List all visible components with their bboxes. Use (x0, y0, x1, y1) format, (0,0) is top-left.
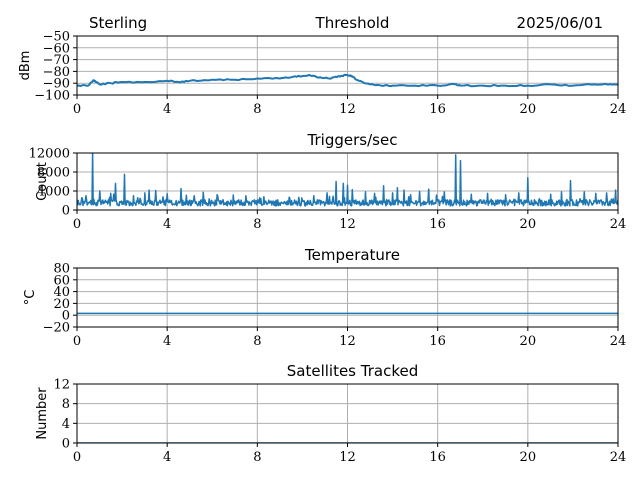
x-tick-label: 12 (339, 334, 356, 349)
x-tick-label: 4 (163, 450, 171, 465)
y-tick-label: 12000 (29, 147, 70, 162)
date-label: 2025/06/01 (517, 14, 603, 32)
y-tick-label: −50 (43, 30, 70, 45)
y-tick-label: 8000 (37, 166, 70, 181)
y-axis-label: °C (23, 290, 38, 306)
y-tick-label: 40 (53, 285, 70, 300)
series-line (77, 73, 618, 88)
y-tick-label: −100 (34, 89, 70, 104)
y-tick-label: 0 (62, 204, 70, 219)
chart-panel-0: 0 4 8 12 16 20 24 −100−90−80−70−60−50 Threshold d… (18, 14, 626, 117)
chart-title: Temperature (304, 246, 400, 264)
chart-title: Threshold (315, 14, 390, 32)
y-tick-label: 4000 (37, 185, 70, 200)
y-tick-label: −60 (43, 41, 70, 56)
y-tick-label: 12 (53, 378, 70, 393)
x-tick-label: 0 (73, 217, 81, 232)
x-tick-label: 8 (253, 217, 261, 232)
y-axis-label: Count (35, 162, 50, 201)
x-tick-label: 12 (339, 102, 356, 117)
series-line (77, 153, 618, 207)
y-tick-label: 8 (62, 397, 70, 412)
x-tick-label: 0 (73, 102, 81, 117)
x-tick-label: 24 (610, 102, 627, 117)
x-tick-label: 4 (163, 102, 171, 117)
x-tick-label: 16 (429, 217, 446, 232)
x-tick-label: 4 (163, 217, 171, 232)
chart-panel-3: 0 4 8 12 16 20 24 0 4 8 12 Satellites Tracked Number (35, 362, 626, 465)
x-tick-label: 8 (253, 450, 261, 465)
x-tick-label: 16 (429, 334, 446, 349)
x-tick-label: 24 (610, 334, 627, 349)
x-tick-label: 24 (610, 217, 627, 232)
x-tick-label: 8 (253, 334, 261, 349)
y-tick-label: 80 (53, 262, 70, 277)
x-tick-label: 20 (520, 102, 537, 117)
y-axis-label: Number (35, 387, 50, 440)
station-name: Sterling (89, 14, 147, 32)
y-tick-label: 60 (53, 273, 70, 288)
y-axis-label: dBm (18, 51, 33, 81)
x-tick-label: 12 (339, 217, 356, 232)
x-tick-label: 20 (520, 334, 537, 349)
y-tick-label: 0 (62, 309, 70, 324)
x-tick-label: 16 (429, 450, 446, 465)
x-tick-label: 20 (520, 450, 537, 465)
chart-panel-1: 0 4 8 12 16 20 24 0 4000 8000 12000 Triggers/sec Cou… (29, 131, 627, 232)
x-tick-label: 0 (73, 450, 81, 465)
y-tick-label: −90 (43, 77, 70, 92)
x-tick-label: 12 (339, 450, 356, 465)
x-tick-label: 24 (610, 450, 627, 465)
x-tick-label: 20 (520, 217, 537, 232)
y-tick-label: 0 (62, 437, 70, 452)
y-tick-label: −70 (43, 53, 70, 68)
y-tick-label: 4 (62, 417, 70, 432)
x-tick-label: 4 (163, 334, 171, 349)
x-tick-label: 16 (429, 102, 446, 117)
y-tick-label: 20 (53, 297, 70, 312)
y-tick-label: −80 (43, 65, 70, 80)
x-tick-label: 0 (73, 334, 81, 349)
chart-title: Triggers/sec (307, 131, 398, 149)
chart-title: Satellites Tracked (287, 362, 418, 380)
x-tick-label: 8 (253, 102, 261, 117)
y-tick-label: −20 (43, 321, 70, 336)
panels: 0 4 8 12 16 20 24 −100−90−80−70−60−50 Threshold d… (18, 14, 626, 465)
